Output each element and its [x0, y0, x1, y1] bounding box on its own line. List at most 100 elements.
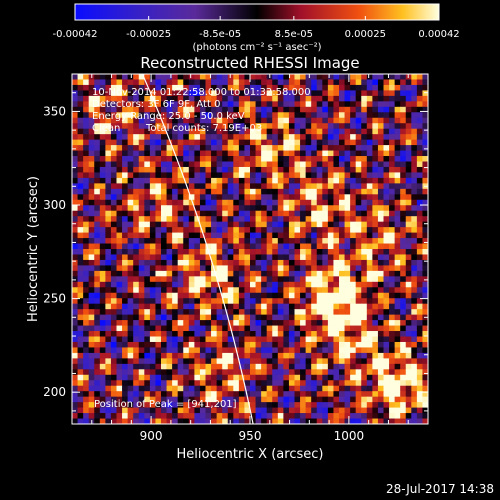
heatmap-cell — [238, 281, 245, 288]
heatmap-cell — [122, 117, 129, 124]
heatmap-cell — [238, 407, 245, 414]
heatmap-cell — [411, 188, 418, 195]
heatmap-cell — [422, 139, 428, 146]
heatmap-cell — [188, 221, 195, 228]
heatmap-cell — [288, 177, 295, 184]
heatmap-cell — [99, 407, 106, 414]
heatmap-cell — [383, 281, 390, 288]
heatmap-cell — [377, 287, 384, 294]
heatmap-cell — [322, 413, 329, 419]
heatmap-cell — [138, 156, 145, 162]
heatmap-cell — [366, 106, 373, 113]
heatmap-cell — [99, 139, 106, 146]
heatmap-cell — [361, 347, 368, 354]
heatmap-cell — [255, 276, 262, 283]
heatmap-cell — [72, 341, 78, 348]
heatmap-cell — [99, 413, 106, 419]
heatmap-cell — [277, 216, 284, 223]
heatmap-cell — [110, 265, 117, 272]
heatmap-cell — [333, 221, 340, 228]
heatmap-cell — [383, 79, 390, 86]
heatmap-cell — [88, 101, 95, 108]
heatmap-cell — [283, 128, 290, 135]
heatmap-cell — [255, 413, 262, 419]
heatmap-cell — [222, 139, 229, 146]
heatmap-cell — [110, 74, 117, 80]
heatmap-cell — [294, 117, 301, 124]
heatmap-cell — [166, 161, 173, 168]
heatmap-cell — [116, 303, 123, 310]
heatmap-cell — [272, 336, 279, 343]
heatmap-cell — [411, 396, 418, 403]
heatmap-cell — [127, 259, 134, 266]
heatmap-cell — [72, 413, 78, 419]
heatmap-cell — [166, 352, 173, 359]
heatmap-cell — [366, 303, 373, 310]
heatmap-cell — [311, 166, 318, 173]
heatmap-cell — [227, 95, 234, 102]
heatmap-cell — [288, 145, 295, 151]
heatmap-cell — [377, 205, 384, 212]
heatmap-cell — [350, 358, 357, 365]
heatmap-cell — [222, 84, 229, 91]
heatmap-cell — [83, 243, 90, 250]
heatmap-cell — [261, 79, 268, 86]
heatmap-cell — [110, 281, 117, 288]
y-tick-label: 350 — [43, 104, 66, 118]
heatmap-cell — [350, 216, 357, 223]
heatmap-cell — [277, 374, 284, 381]
heatmap-cell — [110, 117, 117, 124]
heatmap-cell — [216, 172, 223, 179]
heatmap-cell — [305, 407, 312, 414]
heatmap-cell — [116, 74, 123, 80]
heatmap-cell — [355, 341, 362, 348]
heatmap-cell — [366, 396, 373, 403]
heatmap-cell — [277, 90, 284, 97]
heatmap-cell — [244, 418, 251, 424]
heatmap-cell — [166, 139, 173, 146]
heatmap-cell — [383, 391, 390, 398]
heatmap-cell — [344, 363, 351, 370]
heatmap-cell — [250, 199, 256, 206]
heatmap-cell — [416, 188, 423, 195]
heatmap-cell — [261, 363, 268, 370]
x-axis-ticks: 900 950 1000 — [91, 74, 429, 443]
heatmap-cell — [199, 216, 206, 223]
heatmap-cell — [344, 341, 351, 348]
heatmap-cell — [94, 216, 101, 223]
heatmap-cell — [161, 216, 167, 223]
heatmap-cell — [177, 117, 184, 124]
heatmap-cell — [422, 358, 428, 365]
heatmap-cell — [300, 216, 307, 223]
heatmap-cell — [355, 95, 362, 102]
heatmap-cell — [216, 276, 223, 283]
heatmap-cell — [350, 341, 357, 348]
heatmap-cell — [266, 254, 273, 261]
heatmap-cell — [155, 243, 162, 250]
heatmap-cell — [177, 254, 184, 261]
heatmap-cell — [377, 128, 384, 135]
heatmap-cell — [305, 292, 312, 299]
heatmap-cell — [161, 358, 167, 365]
heatmap-cell — [322, 128, 329, 135]
heatmap-cell — [99, 396, 106, 403]
heatmap-cell — [188, 156, 195, 162]
heatmap-cell — [166, 347, 173, 354]
heatmap-cell — [227, 194, 234, 201]
heatmap-cell — [222, 221, 229, 228]
heatmap-cell — [333, 188, 340, 195]
heatmap-cell — [77, 221, 84, 228]
heatmap-cell — [83, 210, 90, 217]
heatmap-cell — [188, 265, 195, 272]
heatmap-cell — [105, 303, 112, 310]
heatmap-cell — [199, 134, 206, 141]
heatmap-cell — [305, 402, 312, 408]
heatmap-cell — [272, 402, 279, 408]
heatmap-cell — [383, 177, 390, 184]
heatmap-cell — [127, 134, 134, 141]
heatmap-cell — [194, 309, 201, 316]
heatmap-cell — [344, 336, 351, 343]
heatmap-cell — [383, 243, 390, 250]
heatmap-cell — [99, 232, 106, 239]
heatmap-cell — [277, 210, 284, 217]
